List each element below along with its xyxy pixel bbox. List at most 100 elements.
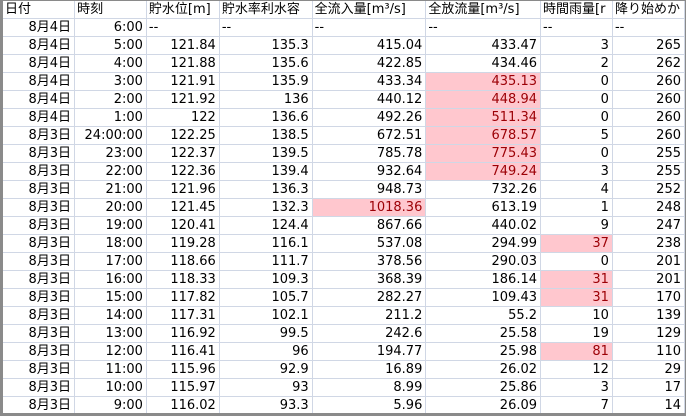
- cell-time[interactable]: 20:00: [74, 198, 147, 217]
- cell-storage-rate[interactable]: 102.1: [219, 306, 313, 325]
- cell-inflow[interactable]: 368.39: [312, 270, 427, 289]
- cell-outflow[interactable]: 511.34: [425, 108, 542, 127]
- cell-time[interactable]: 4:00: [74, 54, 147, 73]
- header-outflow[interactable]: 全放流量[m³/s]: [425, 1, 542, 19]
- cell-date[interactable]: 8月3日: [3, 342, 76, 361]
- cell-cumulative-rain[interactable]: 17: [612, 378, 685, 397]
- cell-water-level[interactable]: 117.82: [146, 288, 220, 307]
- cell-date[interactable]: 8月3日: [3, 144, 76, 163]
- cell-hourly-rain[interactable]: 3: [540, 36, 613, 55]
- cell-date[interactable]: 8月4日: [3, 90, 76, 109]
- cell-cumulative-rain[interactable]: 247: [612, 216, 685, 235]
- cell-cumulative-rain[interactable]: 260: [612, 72, 685, 91]
- cell-date[interactable]: 8月3日: [3, 162, 76, 181]
- cell-hourly-rain[interactable]: 0: [540, 252, 613, 271]
- cell-hourly-rain[interactable]: 37: [540, 234, 613, 253]
- cell-hourly-rain[interactable]: 12: [540, 360, 613, 379]
- cell-storage-rate[interactable]: 136.6: [219, 108, 313, 127]
- cell-inflow[interactable]: 932.64: [312, 162, 427, 181]
- cell-time[interactable]: 2:00: [74, 90, 147, 109]
- cell-storage-rate[interactable]: 139.4: [219, 162, 313, 181]
- cell-storage-rate[interactable]: 93: [219, 378, 313, 397]
- cell-water-level[interactable]: 115.97: [146, 378, 220, 397]
- cell-time[interactable]: 12:00: [74, 342, 147, 361]
- cell-time[interactable]: 1:00: [74, 108, 147, 127]
- cell-time[interactable]: 19:00: [74, 216, 147, 235]
- cell-time[interactable]: 22:00: [74, 162, 147, 181]
- cell-outflow[interactable]: 435.13: [425, 72, 542, 91]
- cell-water-level[interactable]: 121.84: [146, 36, 220, 55]
- cell-time[interactable]: 9:00: [74, 396, 147, 413]
- cell-inflow[interactable]: 194.77: [312, 342, 427, 361]
- cell-water-level[interactable]: 121.45: [146, 198, 220, 217]
- cell-outflow[interactable]: 732.26: [425, 180, 542, 199]
- cell-date[interactable]: 8月3日: [3, 252, 76, 271]
- cell-water-level[interactable]: 118.66: [146, 252, 220, 271]
- cell-cumulative-rain[interactable]: --: [612, 18, 685, 37]
- cell-storage-rate[interactable]: 96: [219, 342, 313, 361]
- cell-hourly-rain[interactable]: 0: [540, 144, 613, 163]
- cell-inflow[interactable]: 415.04: [312, 36, 427, 55]
- cell-date[interactable]: 8月3日: [3, 234, 76, 253]
- cell-hourly-rain[interactable]: --: [540, 18, 613, 37]
- cell-storage-rate[interactable]: 138.5: [219, 126, 313, 145]
- cell-outflow[interactable]: 25.58: [425, 324, 542, 343]
- cell-date[interactable]: 8月4日: [3, 36, 76, 55]
- cell-outflow[interactable]: 26.09: [425, 396, 542, 413]
- cell-storage-rate[interactable]: 135.3: [219, 36, 313, 55]
- cell-date[interactable]: 8月3日: [3, 360, 76, 379]
- header-storage-rate[interactable]: 貯水率利水容: [219, 1, 313, 19]
- cell-storage-rate[interactable]: 92.9: [219, 360, 313, 379]
- cell-outflow[interactable]: --: [425, 18, 542, 37]
- cell-time[interactable]: 23:00: [74, 144, 147, 163]
- cell-inflow[interactable]: 211.2: [312, 306, 427, 325]
- cell-outflow[interactable]: 25.86: [425, 378, 542, 397]
- cell-outflow[interactable]: 775.43: [425, 144, 542, 163]
- header-time[interactable]: 時刻: [74, 1, 147, 19]
- cell-inflow[interactable]: 422.85: [312, 54, 427, 73]
- cell-water-level[interactable]: 122.25: [146, 126, 220, 145]
- header-water-level[interactable]: 貯水位[m]: [146, 1, 220, 19]
- cell-cumulative-rain[interactable]: 265: [612, 36, 685, 55]
- cell-water-level[interactable]: 116.02: [146, 396, 220, 413]
- cell-storage-rate[interactable]: 132.3: [219, 198, 313, 217]
- cell-inflow[interactable]: 948.73: [312, 180, 427, 199]
- cell-outflow[interactable]: 613.19: [425, 198, 542, 217]
- cell-hourly-rain[interactable]: 7: [540, 396, 613, 413]
- header-date[interactable]: 日付: [3, 1, 76, 19]
- cell-storage-rate[interactable]: --: [219, 18, 313, 37]
- cell-date[interactable]: 8月3日: [3, 324, 76, 343]
- cell-cumulative-rain[interactable]: 201: [612, 252, 685, 271]
- cell-outflow[interactable]: 25.98: [425, 342, 542, 361]
- cell-storage-rate[interactable]: 135.9: [219, 72, 313, 91]
- cell-hourly-rain[interactable]: 31: [540, 270, 613, 289]
- cell-hourly-rain[interactable]: 3: [540, 378, 613, 397]
- cell-date[interactable]: 8月3日: [3, 306, 76, 325]
- cell-cumulative-rain[interactable]: 129: [612, 324, 685, 343]
- cell-water-level[interactable]: 116.92: [146, 324, 220, 343]
- cell-cumulative-rain[interactable]: 14: [612, 396, 685, 413]
- cell-storage-rate[interactable]: 135.6: [219, 54, 313, 73]
- cell-water-level[interactable]: --: [146, 18, 220, 37]
- cell-inflow[interactable]: 282.27: [312, 288, 427, 307]
- cell-time[interactable]: 24:00:00: [74, 126, 147, 145]
- cell-hourly-rain[interactable]: 19: [540, 324, 613, 343]
- cell-hourly-rain[interactable]: 0: [540, 72, 613, 91]
- cell-cumulative-rain[interactable]: 201: [612, 270, 685, 289]
- cell-time[interactable]: 16:00: [74, 270, 147, 289]
- cell-outflow[interactable]: 440.02: [425, 216, 542, 235]
- cell-date[interactable]: 8月3日: [3, 270, 76, 289]
- cell-water-level[interactable]: 118.33: [146, 270, 220, 289]
- cell-date[interactable]: 8月3日: [3, 126, 76, 145]
- cell-cumulative-rain[interactable]: 260: [612, 108, 685, 127]
- cell-storage-rate[interactable]: 136: [219, 90, 313, 109]
- cell-date[interactable]: 8月4日: [3, 18, 76, 37]
- cell-inflow[interactable]: 537.08: [312, 234, 427, 253]
- cell-water-level[interactable]: 121.88: [146, 54, 220, 73]
- cell-time[interactable]: 10:00: [74, 378, 147, 397]
- cell-time[interactable]: 6:00: [74, 18, 147, 37]
- cell-hourly-rain[interactable]: 5: [540, 126, 613, 145]
- cell-cumulative-rain[interactable]: 238: [612, 234, 685, 253]
- cell-hourly-rain[interactable]: 2: [540, 54, 613, 73]
- cell-water-level[interactable]: 121.92: [146, 90, 220, 109]
